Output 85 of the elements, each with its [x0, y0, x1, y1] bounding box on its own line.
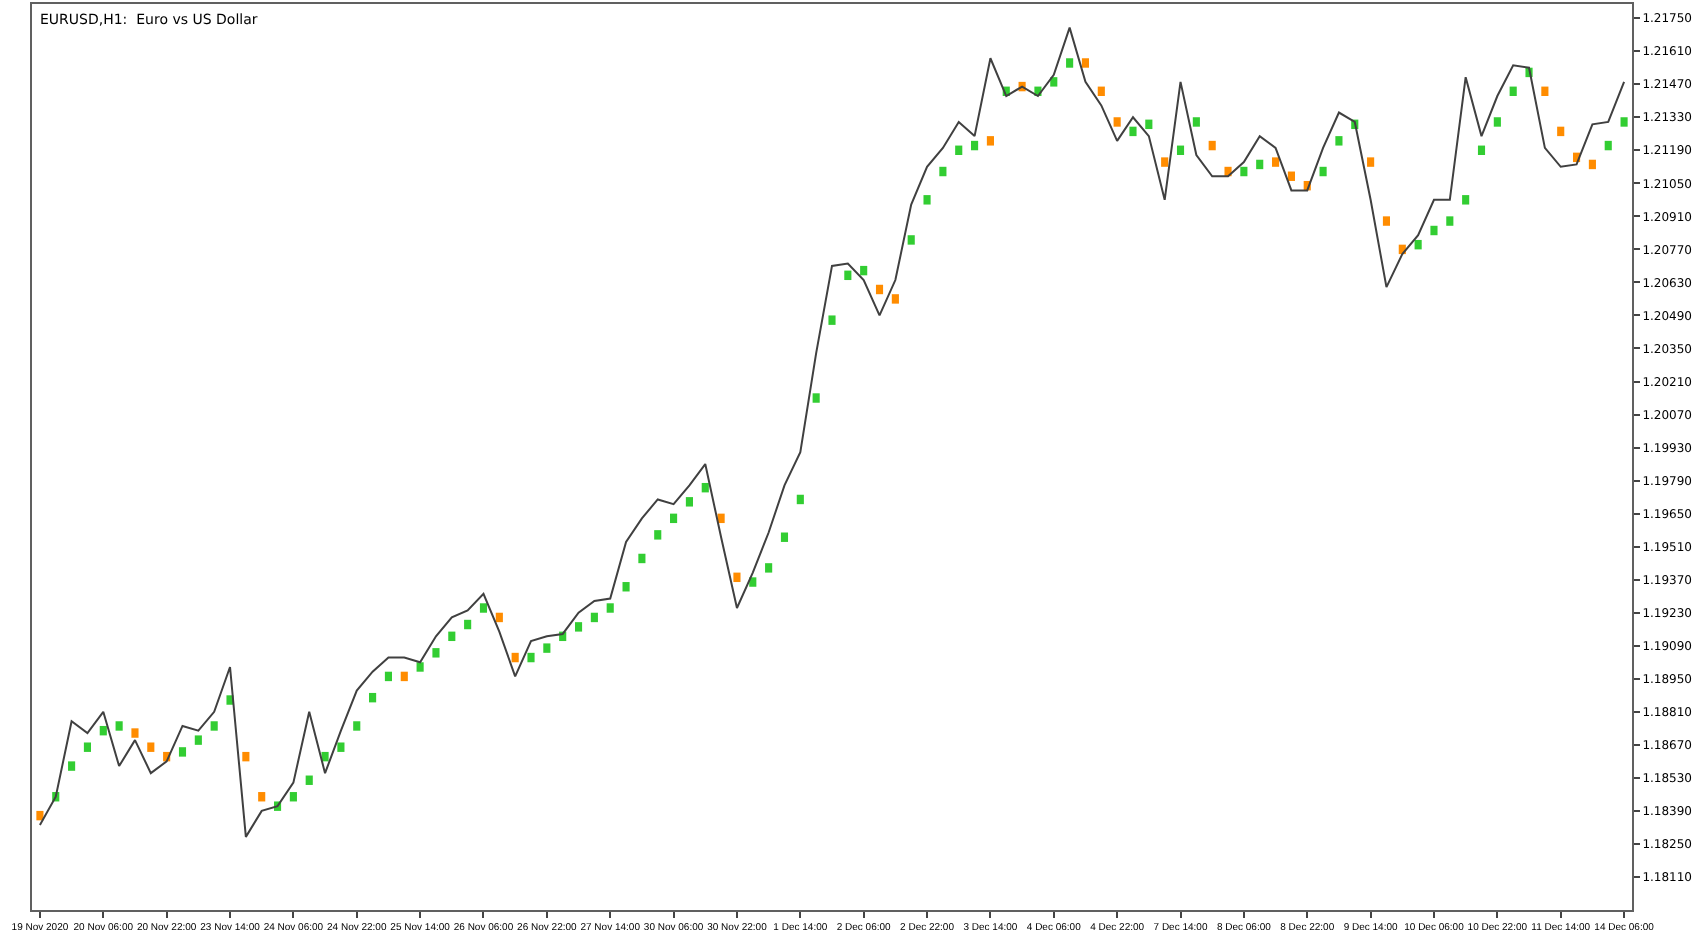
- bar: [812, 393, 820, 403]
- bar: [1145, 119, 1153, 130]
- bar: [971, 140, 979, 151]
- bar: [796, 494, 804, 505]
- bar: [590, 612, 598, 623]
- bar: [1287, 171, 1295, 181]
- bar: [1446, 216, 1454, 226]
- bar: [1414, 239, 1422, 250]
- bar: [1050, 77, 1058, 87]
- bar: [1541, 86, 1549, 97]
- bar: [527, 652, 535, 663]
- bar: [242, 751, 250, 762]
- bar: [448, 631, 456, 642]
- bar: [258, 792, 266, 802]
- bar: [36, 810, 44, 821]
- bar: [1557, 126, 1565, 137]
- bar: [1335, 136, 1343, 146]
- bar: [986, 136, 994, 146]
- bar: [606, 603, 614, 613]
- bar: [178, 747, 187, 757]
- bar: [654, 530, 662, 540]
- bar: [432, 648, 440, 658]
- bar: [1509, 86, 1517, 97]
- bar: [384, 671, 392, 682]
- bar: [1462, 195, 1470, 205]
- bar: [1097, 86, 1105, 97]
- bar: [337, 742, 345, 752]
- bar: [1208, 140, 1216, 151]
- bar: [1367, 157, 1375, 167]
- bar: [99, 725, 107, 736]
- bar: [511, 652, 519, 663]
- bar: [115, 721, 123, 731]
- bar: [701, 482, 709, 493]
- line-series: [38, 26, 1626, 838]
- bar: [289, 792, 297, 802]
- bar: [464, 619, 472, 630]
- bar: [1161, 157, 1169, 167]
- bar: [955, 145, 963, 155]
- bar: [194, 735, 202, 745]
- bar: [210, 721, 218, 731]
- bar: [1129, 126, 1137, 137]
- bar: [83, 742, 91, 752]
- bar: [1081, 58, 1090, 68]
- bar: [875, 284, 884, 295]
- bar: [400, 671, 408, 682]
- bar: [765, 563, 773, 573]
- bar: [1256, 159, 1264, 170]
- bar: [844, 270, 852, 281]
- bar: [1176, 145, 1185, 155]
- bar: [353, 721, 361, 731]
- bar: [1113, 117, 1121, 127]
- bar: [939, 166, 947, 177]
- bar: [1272, 157, 1280, 167]
- bar: [1604, 140, 1612, 151]
- bar: [907, 235, 915, 245]
- bar: [1382, 216, 1391, 226]
- bar: [923, 195, 931, 205]
- bar: [622, 582, 630, 592]
- bar: [1493, 117, 1501, 127]
- bar: [574, 622, 583, 632]
- bar: [860, 265, 868, 276]
- bar: [891, 294, 899, 304]
- bar: [495, 612, 503, 623]
- bar: [305, 775, 313, 785]
- bar: [1430, 225, 1438, 236]
- bar: [1477, 145, 1486, 155]
- bar: [1588, 159, 1596, 170]
- bar: [733, 572, 741, 583]
- bar: [479, 603, 488, 613]
- bar: [685, 497, 693, 507]
- bar: [147, 742, 155, 752]
- bar: [68, 761, 76, 771]
- bar: [780, 532, 789, 542]
- bar: [1066, 58, 1074, 68]
- bar: [131, 728, 139, 738]
- bar: [1192, 117, 1200, 127]
- bar: [638, 553, 646, 564]
- bar: [1620, 117, 1628, 127]
- bar: [670, 513, 678, 524]
- bar: [416, 662, 424, 672]
- bar: [543, 643, 551, 653]
- bar: [369, 692, 377, 703]
- bar: [828, 315, 836, 325]
- bar: [1240, 166, 1248, 177]
- bar: [1319, 166, 1327, 177]
